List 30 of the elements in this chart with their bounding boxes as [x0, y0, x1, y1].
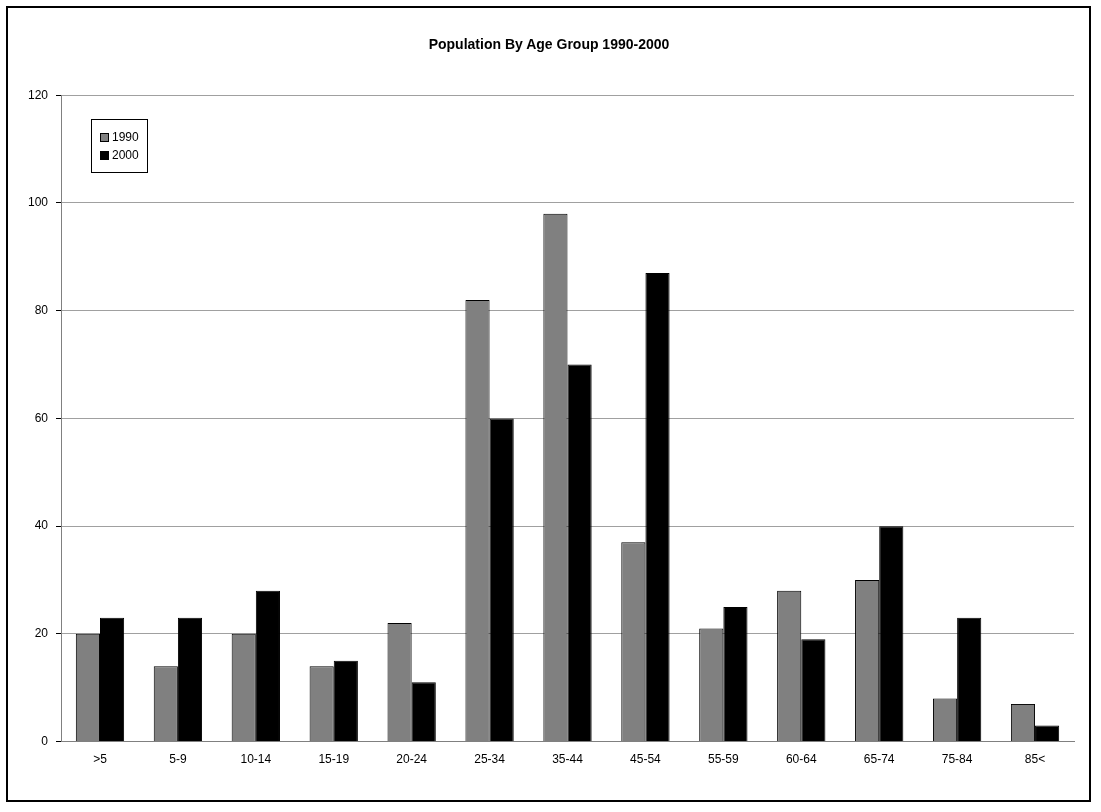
x-tick-label: 45-54: [630, 752, 662, 767]
legend-label: 2000: [111, 148, 139, 163]
bar: [177, 617, 203, 742]
x-tick-label: >5: [93, 752, 108, 767]
x-tick-label: 55-59: [708, 752, 740, 767]
y-tick-label: 100: [27, 195, 49, 210]
x-tick-label: 25-34: [474, 752, 506, 767]
bar: [567, 364, 592, 742]
x-tick-label: 15-19: [318, 752, 350, 767]
y-tick-label: 80: [34, 302, 49, 317]
y-tick-label: 120: [27, 87, 49, 102]
bar: [645, 272, 670, 742]
bar: [411, 682, 436, 742]
bar: [489, 418, 514, 742]
chart-title: Population By Age Group 1990-2000: [427, 36, 671, 52]
bar: [333, 660, 358, 742]
y-tick-label: 60: [34, 410, 49, 425]
x-tick-label: 35-44: [552, 752, 584, 767]
y-tick-label: 40: [34, 518, 49, 533]
x-tick-label: 60-64: [785, 752, 817, 767]
y-tick-label: 0: [41, 733, 49, 748]
x-tick-label: 5-9: [169, 752, 187, 767]
legend-label: 1990: [111, 130, 139, 145]
x-tick-label: 20-24: [396, 752, 428, 767]
x-tick-label: 85<: [1024, 752, 1046, 767]
x-tick-label: 10-14: [240, 752, 272, 767]
bar: [723, 606, 748, 742]
y-tick-label: 20: [34, 626, 49, 641]
x-tick-label: 75-84: [941, 752, 973, 767]
x-tick-label: 65-74: [863, 752, 895, 767]
